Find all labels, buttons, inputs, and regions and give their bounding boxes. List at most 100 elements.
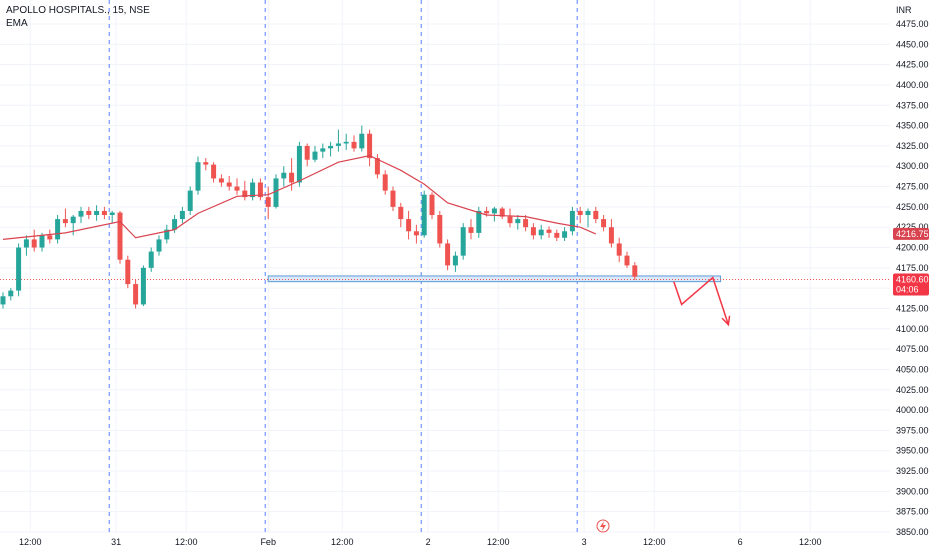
candle-body	[117, 212, 123, 260]
candle-body	[429, 194, 435, 216]
candle	[179, 206, 185, 224]
candle-body	[16, 247, 22, 291]
price-tick-label: 4275.00	[896, 182, 929, 192]
candle-body	[62, 219, 68, 224]
projection-arrow[interactable]	[673, 276, 731, 327]
candle	[515, 215, 521, 230]
candle-body	[234, 186, 240, 191]
candle	[47, 229, 53, 244]
price-tick-label: 3875.00	[896, 507, 929, 517]
candle-body	[632, 265, 638, 277]
candle	[554, 229, 560, 242]
candle-body	[515, 219, 521, 224]
candle-body	[320, 148, 326, 152]
last-price-value: 4160.60	[896, 275, 929, 285]
candle	[70, 215, 76, 236]
lightning-icon[interactable]	[596, 519, 610, 533]
price-axis[interactable]: 4475.00 4450.00 4425.00 4400.00 4375.00 4350.…	[896, 19, 929, 537]
time-tick-label: 2	[426, 537, 431, 547]
candle	[562, 227, 568, 242]
candle-body	[538, 229, 544, 236]
candle	[203, 158, 209, 171]
candle	[367, 129, 373, 167]
candle-body	[273, 178, 279, 207]
candle	[23, 235, 29, 256]
ema-tag-background	[893, 227, 929, 240]
candle	[101, 206, 107, 220]
candle	[569, 206, 575, 236]
candle-body	[148, 251, 154, 268]
candle-body	[304, 145, 310, 160]
candle	[468, 219, 474, 240]
candle	[624, 251, 630, 268]
price-tick-label: 4400.00	[896, 80, 929, 90]
candle-body	[39, 235, 45, 248]
candle	[195, 156, 201, 195]
candle	[343, 133, 349, 150]
bar-countdown: 04:06	[896, 285, 919, 295]
candle	[242, 180, 248, 201]
candle-body	[101, 210, 107, 216]
candle	[421, 190, 427, 238]
price-tick-label: 3850.00	[896, 527, 929, 537]
time-axis[interactable]: 12:00 31 12:00 Feb 12:00 2 12:00 3 12:00 6 12:00	[19, 537, 822, 547]
candle-body	[257, 182, 263, 198]
candle	[226, 175, 232, 191]
price-tick-label: 4375.00	[896, 100, 929, 110]
time-tick-label: 12:00	[799, 537, 822, 547]
candle	[31, 229, 37, 252]
indicator-label: EMA	[6, 18, 28, 29]
candle	[452, 251, 458, 272]
candle-body	[109, 212, 115, 216]
candle-body	[195, 162, 201, 191]
candle-body	[616, 243, 622, 256]
candle	[78, 206, 84, 224]
candle	[335, 129, 341, 152]
price-tick-label: 4175.00	[896, 263, 929, 273]
time-tick-label: 12:00	[643, 537, 666, 547]
projection-path	[673, 276, 730, 325]
chart-grid	[0, 0, 890, 533]
candle	[140, 265, 146, 307]
candle-body	[140, 267, 146, 305]
candle	[265, 186, 271, 220]
candle	[608, 219, 614, 248]
candle-body	[31, 239, 37, 248]
price-tick-label: 3950.00	[896, 446, 929, 456]
candle-body	[8, 290, 14, 297]
candle-body	[624, 255, 630, 266]
price-tick-label: 4100.00	[896, 324, 929, 334]
candle-body	[577, 210, 583, 216]
candle	[148, 247, 154, 272]
price-tick-label: 3975.00	[896, 425, 929, 435]
candle	[0, 292, 6, 309]
candle	[398, 202, 404, 228]
candle-body	[296, 145, 302, 183]
candle	[39, 232, 45, 252]
price-tick-label: 4450.00	[896, 39, 929, 49]
candle-body	[601, 219, 607, 228]
candle-body	[359, 133, 365, 149]
candle	[117, 210, 123, 264]
candle-body	[491, 208, 497, 214]
session-break-lines	[108, 0, 578, 532]
candle	[133, 280, 139, 309]
candle	[499, 206, 505, 220]
candle-body	[179, 210, 185, 220]
candle-body	[530, 227, 536, 236]
time-tick-label: 12:00	[331, 537, 354, 547]
time-tick-label: 6	[738, 537, 743, 547]
candle	[546, 226, 552, 238]
candle-body	[507, 216, 513, 224]
candle	[530, 223, 536, 240]
candle-body	[265, 197, 271, 207]
candle-body	[608, 227, 614, 244]
candle-body	[452, 255, 458, 266]
price-tick-label: 3925.00	[896, 466, 929, 476]
candle	[382, 170, 388, 195]
candle	[351, 135, 357, 152]
candle-body	[569, 210, 575, 232]
candle-body	[187, 190, 193, 211]
support-zone[interactable]	[267, 275, 722, 283]
